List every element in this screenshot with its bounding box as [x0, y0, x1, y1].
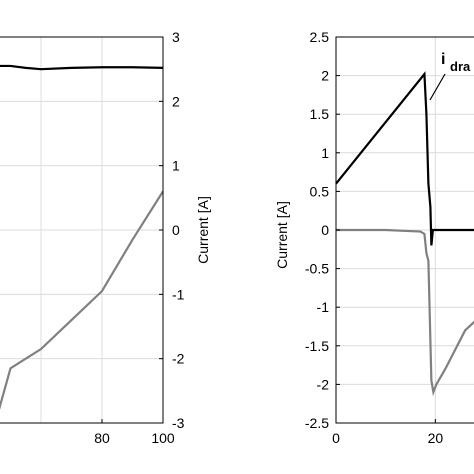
right-chart-panel: 2.521.510.50-0.5-1-1.5-2-2.50 20 Current …: [274, 29, 474, 446]
left-series: [0, 64, 164, 411]
right-series-line-1: [335, 71, 474, 246]
left-series-line-1: [0, 64, 164, 71]
right-ticks: 2.521.510.50-0.5-1-1.5-2-2.50 20: [305, 29, 443, 446]
right-x-tick-label: 0: [332, 430, 340, 446]
left-y-tick-label: 1: [172, 158, 180, 174]
left-y-tick-label: -1: [172, 286, 185, 302]
left-y-tick-label: -2: [172, 351, 185, 367]
left-series-line-2: [0, 190, 164, 411]
right-y-tick-label: 1: [321, 145, 329, 161]
right-y-tick-label: -2.5: [305, 415, 329, 431]
left-ticks: 3 2 1 0 -1 -2 -3 80 100: [94, 29, 184, 446]
right-x-tick-label: 20: [428, 430, 444, 446]
annotation-label-i: i: [441, 51, 445, 68]
left-x-tick-label: 100: [151, 430, 175, 446]
right-y-tick-label: 2.5: [310, 29, 330, 45]
right-y-tick-label: 0: [321, 222, 329, 238]
left-y-tick-label: 2: [172, 93, 180, 109]
right-y-tick-label: -1.5: [305, 338, 329, 354]
right-y-tick-label: -1: [317, 299, 330, 315]
annotation-leader-line: [429, 73, 446, 101]
right-series: [335, 71, 474, 397]
left-y-tick-label: -3: [172, 415, 185, 431]
right-y-tick-label: 1.5: [310, 106, 330, 122]
right-annotation: i dra: [429, 51, 471, 101]
left-y-tick-label: 0: [172, 222, 180, 238]
right-y-axis-label: Current [A]: [274, 201, 290, 269]
left-y-tick-label: 3: [172, 29, 180, 45]
right-series-line-2: [336, 228, 474, 397]
left-chart-panel: 3 2 1 0 -1 -2 -3 80 100 Current [A]: [0, 29, 211, 446]
left-y-axis-label: Current [A]: [195, 196, 211, 264]
right-y-tick-label: 2: [321, 68, 329, 84]
annotation-label-subscript: dra: [450, 59, 471, 74]
right-y-tick-label: 0.5: [310, 183, 330, 199]
right-y-tick-label: -0.5: [305, 261, 329, 277]
right-y-tick-label: -2: [317, 376, 330, 392]
left-x-tick-label: 80: [94, 430, 110, 446]
